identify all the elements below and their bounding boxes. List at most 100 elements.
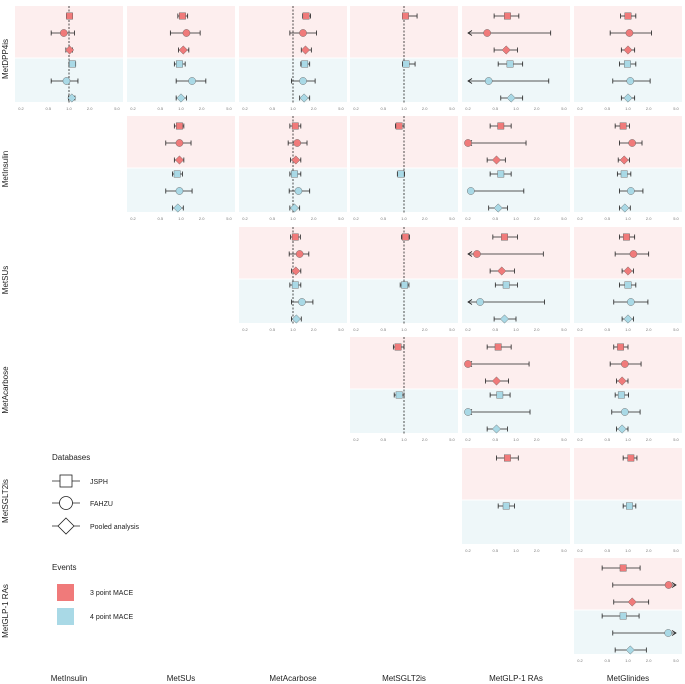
x-tick-label: 2.0 [646,437,652,442]
band-3-point-mace [462,337,570,389]
point-diamond [501,45,511,55]
row-label: MetAcarbose [1,366,10,414]
x-tick-label: 2.0 [199,106,205,111]
point-diamond [301,45,310,55]
row-label: MetDPP4is [1,39,10,79]
x-tick-label: 0.2 [465,437,471,442]
point-diamond [623,266,633,276]
x-tick-label: 0.5 [381,437,387,442]
point-circle [60,29,68,37]
point-diamond [65,45,75,55]
x-tick-label: 0.5 [605,548,611,553]
point-square [179,12,186,20]
point-square [173,170,181,178]
x-tick-label: 0.2 [130,106,136,111]
point-diamond [627,597,637,607]
legend-events-title: Events [52,563,76,572]
panel-r4-c5: 0.2 0.5 1.0 2.0 5.0 [574,448,682,554]
panel-r0-c1: 0.2 0.5 1.0 2.0 5.0 [127,6,235,112]
x-tick-label: 1.0 [625,548,631,553]
x-tick-label: 1.0 [178,106,184,111]
row-label: MetInsulin [1,151,10,187]
panel-r1-c4: 0.2 0.5 1.0 2.0 5.0 [462,116,570,222]
point-diamond [291,266,301,276]
x-tick-label: 2.0 [646,658,652,663]
panel-r1-c3: 0.2 0.5 1.0 2.0 5.0 [350,116,458,222]
point-diamond [620,203,630,213]
x-tick-label: 5.0 [561,106,567,111]
x-tick-label: 0.5 [158,216,164,221]
panel-r0-c3: 0.2 0.5 1.0 2.0 5.0 [350,6,458,112]
x-tick-label: 1.0 [625,327,631,332]
point-circle [473,250,481,258]
point-circle [628,139,636,147]
x-tick-label: 1.0 [625,658,631,663]
x-tick-label: 0.5 [493,216,499,221]
point-square [617,343,624,351]
x-tick-label: 1.0 [625,437,631,442]
point-square [620,170,628,178]
x-tick-label: 2.0 [646,327,652,332]
point-circle [294,187,303,195]
x-tick-label: 5.0 [673,658,679,663]
row-labels: MetDPP4is MetInsulin MetSUs MetAcarbose MetS… [1,39,10,638]
panel-r1-c5: 0.2 0.5 1.0 2.0 5.0 [574,116,682,222]
x-tick-label: 0.5 [605,106,611,111]
legend-event-label: 4 point MACE [90,614,134,621]
x-tick-label: 0.5 [381,327,387,332]
point-circle [299,29,307,37]
point-diamond [291,155,301,165]
legend-database-label: Pooled analysis [90,524,140,531]
x-tick-label: 0.5 [493,106,499,111]
panel-r3-c3: 0.2 0.5 1.0 2.0 5.0 [350,337,458,443]
point-circle [621,360,629,368]
legend: Databases JSPH FAHZU Pooled analysis Events 3… [52,453,140,625]
band-4-point-mace [462,168,570,212]
legend-databases-title: Databases [52,453,90,462]
band-3-point-mace [462,448,570,500]
x-tick-label: 1.0 [290,216,296,221]
x-tick-label: 2.0 [422,327,428,332]
point-square [626,502,633,510]
point-square [619,612,627,620]
panel-r3-c4: 0.2 0.5 1.0 2.0 5.0 [462,337,570,443]
forest-panels: 0.2 0.5 1.0 2.0 5.0 0.2 0.5 1.0 2.0 5.0 0.2 0.5 1.0 2… [15,6,682,664]
point-square [623,233,630,241]
point-square [504,454,511,462]
x-tick-label: 5.0 [226,106,232,111]
column-label: MetSUs [167,674,195,683]
point-diamond [625,645,635,655]
x-tick-label: 0.2 [465,216,471,221]
x-tick-label: 0.2 [242,106,248,111]
x-tick-label: 0.5 [158,106,164,111]
band-4-point-mace [574,610,682,654]
point-square [497,122,505,130]
point-diamond [506,93,516,103]
x-tick-label: 2.0 [199,216,205,221]
row-label: MetSUs [1,266,10,294]
x-tick-label: 5.0 [449,327,455,332]
ci-arrow-left [467,30,473,36]
x-tick-label: 1.0 [290,327,296,332]
x-tick-label: 0.2 [577,216,583,221]
x-tick-label: 0.5 [381,106,387,111]
x-tick-label: 0.5 [46,106,52,111]
column-label: MetAcarbose [269,674,317,683]
panel-r1-c2: 0.2 0.5 1.0 2.0 5.0 [239,116,347,222]
point-circle [464,360,472,368]
x-tick-label: 5.0 [561,437,567,442]
point-square [176,60,183,68]
legend-diamond-icon [57,517,75,535]
point-circle [464,139,472,147]
column-label: MetSGLT2is [382,674,426,683]
x-tick-label: 2.0 [87,106,93,111]
point-diamond [617,424,627,434]
point-square [619,122,627,130]
x-tick-label: 0.2 [577,106,583,111]
x-tick-label: 0.2 [353,216,359,221]
point-diamond [619,155,629,165]
point-diamond [493,203,503,213]
x-tick-label: 5.0 [561,327,567,332]
point-circle [182,29,191,37]
column-label: MetGLP-1 RAs [489,674,543,683]
